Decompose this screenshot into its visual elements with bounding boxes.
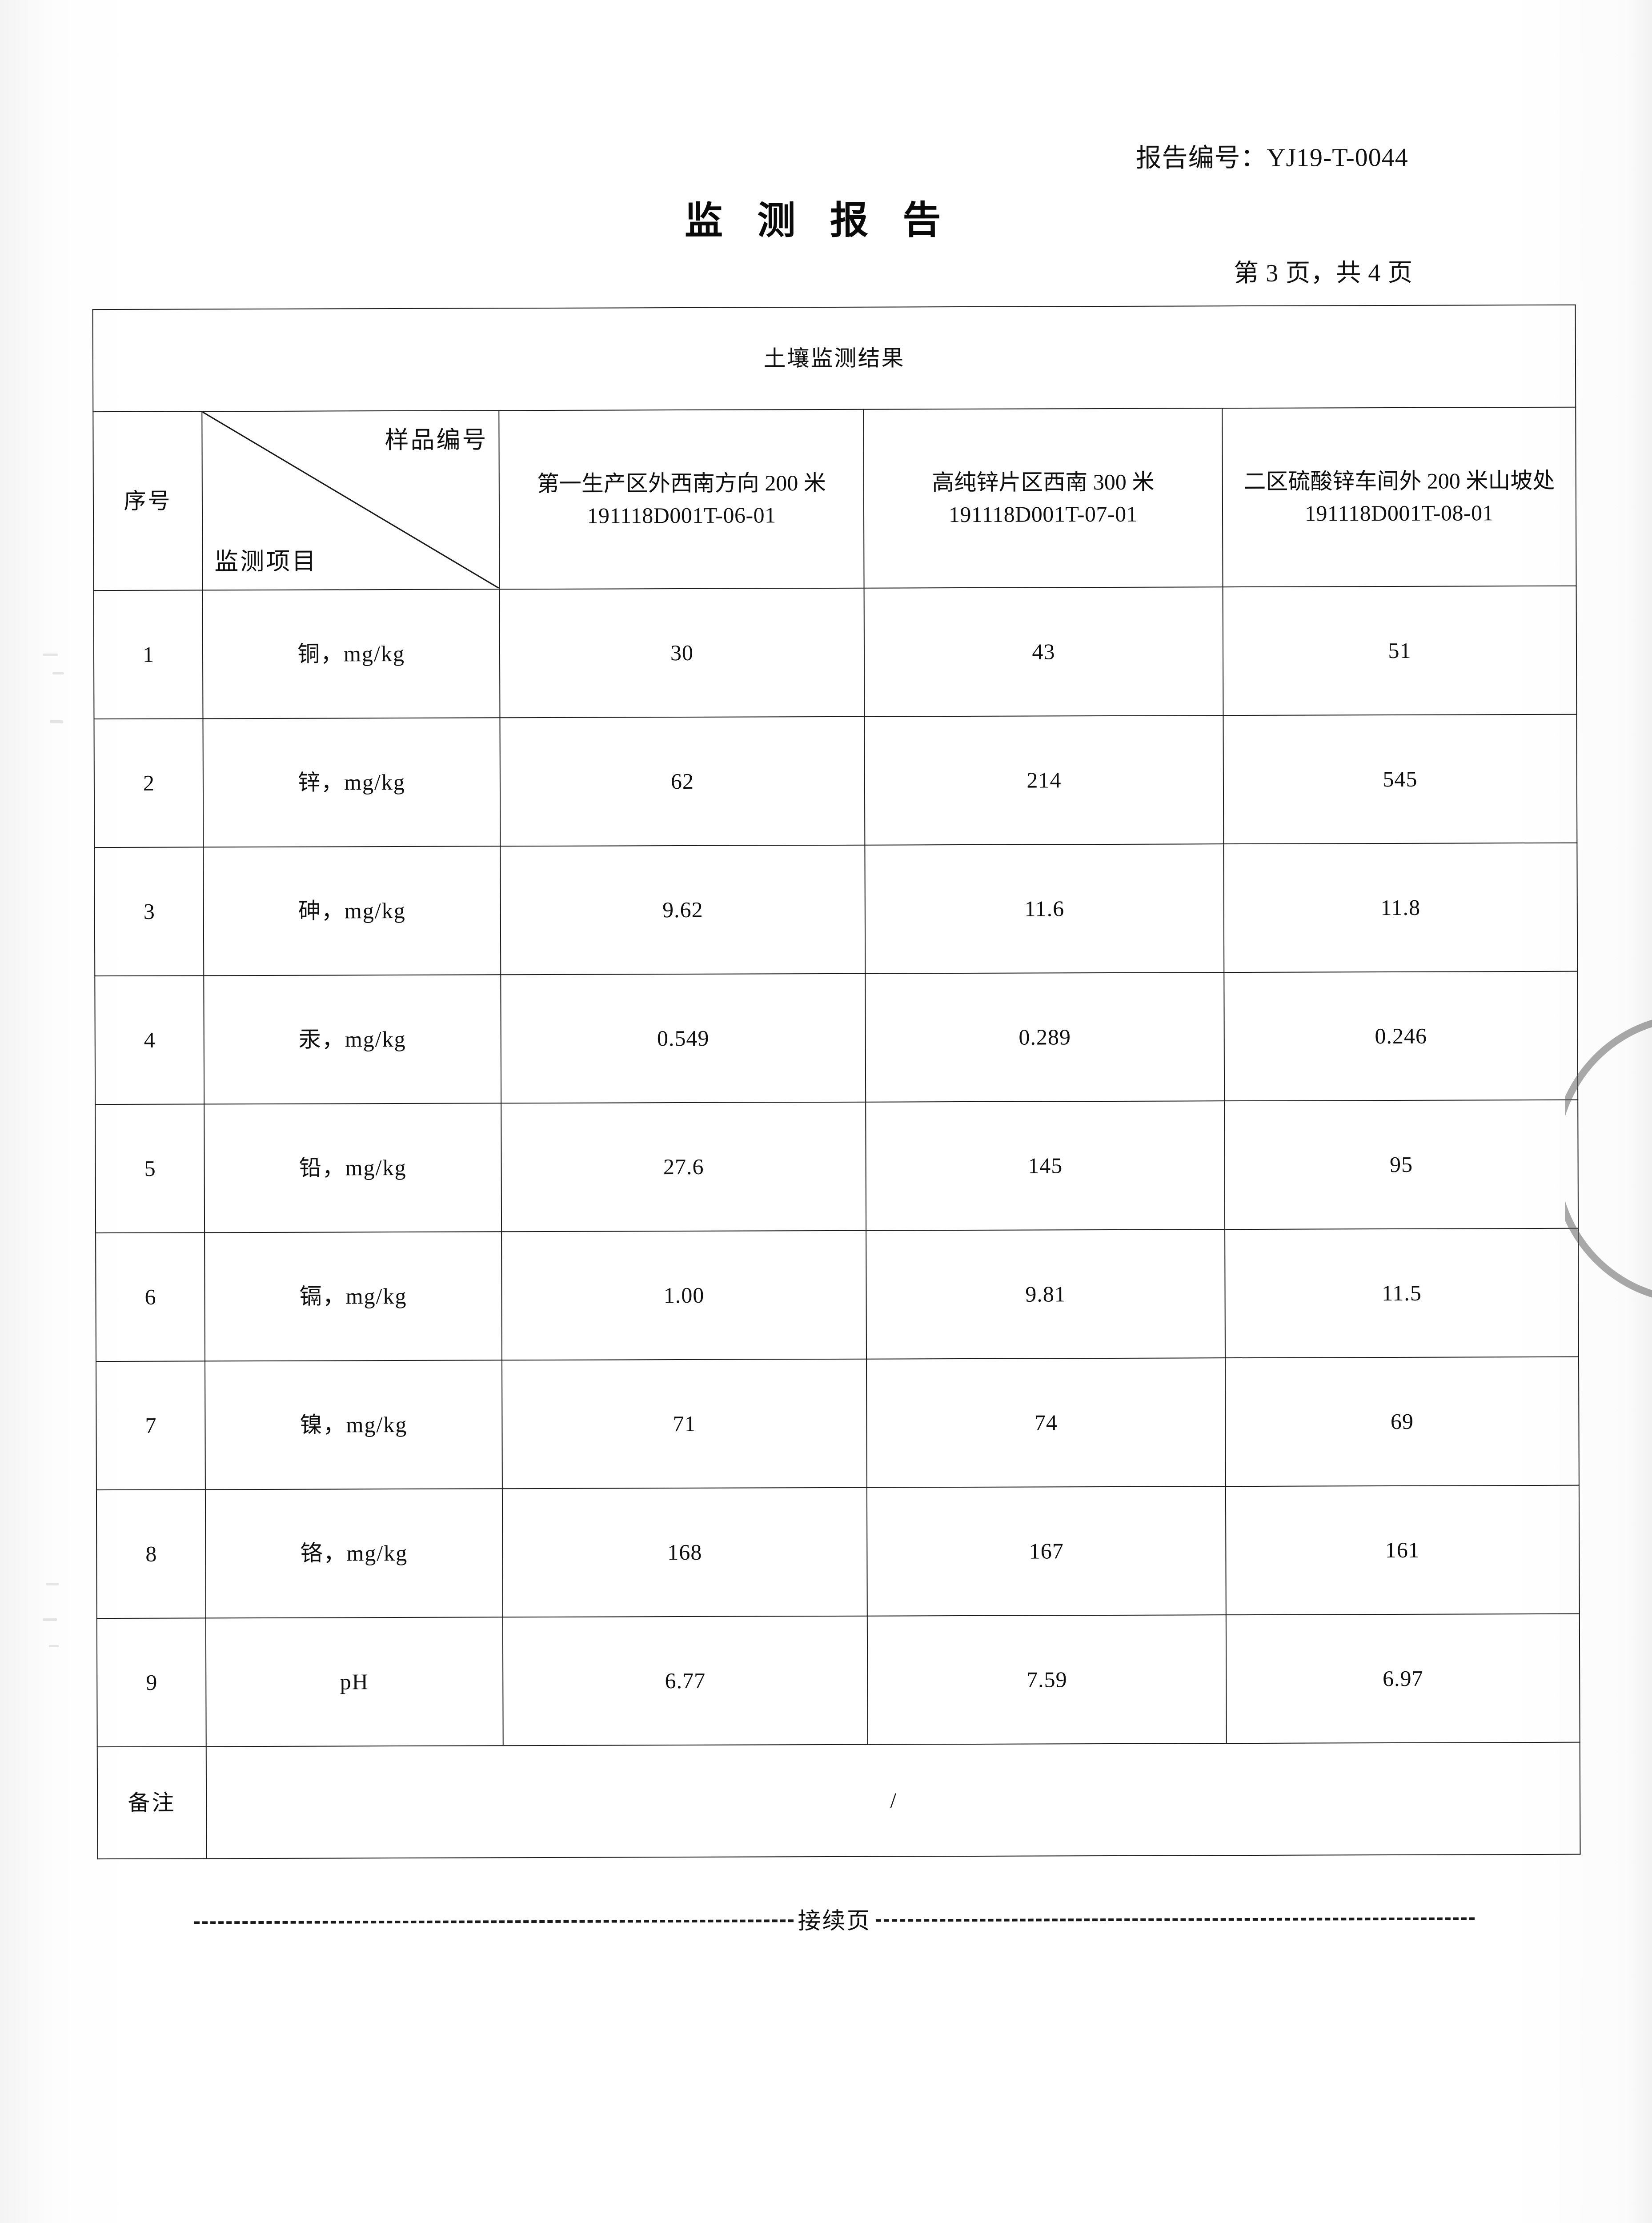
row-value-3: 0.246 (1224, 971, 1578, 1101)
row-value-2: 74 (866, 1358, 1226, 1488)
remarks-label: 备注 (97, 1746, 207, 1859)
row-value-2: 43 (864, 587, 1223, 717)
table-caption: 土壤监测结果 (763, 345, 905, 371)
company-seal-stamp: 有限公司 (1565, 1014, 1652, 1298)
remarks-row: 备注 / (97, 1742, 1580, 1859)
header-sample-column-1: 第一生产区外西南方向 200 米 191118D001T-06-01 (499, 409, 864, 590)
row-value-3: 11.5 (1225, 1228, 1579, 1358)
row-value-1: 6.77 (502, 1616, 868, 1746)
soil-results-table-wrapper: 土壤监测结果 序号 样品编号 监测项目 (92, 305, 1580, 1859)
row-value-1: 71 (502, 1359, 867, 1489)
row-seq: 5 (95, 1104, 205, 1233)
continuation-footer: 接续页 (194, 1900, 1475, 1937)
table-row: 4 汞，mg/kg 0.549 0.289 0.246 (95, 971, 1578, 1105)
report-number: 报告编号：YJ19-T-0044 (1135, 142, 1408, 173)
footer-dash-right (875, 1917, 1475, 1922)
row-item: 砷，mg/kg (203, 846, 501, 976)
row-value-1: 1.00 (501, 1230, 867, 1360)
scan-speckle (50, 720, 63, 723)
table-row: 5 铅，mg/kg 27.6 145 95 (95, 1099, 1579, 1233)
row-value-2: 167 (866, 1486, 1226, 1616)
row-value-2: 0.289 (865, 972, 1225, 1102)
sample-code-3: 191118D001T-08-01 (1304, 500, 1494, 526)
row-value-3: 69 (1225, 1356, 1579, 1487)
row-value-2: 145 (866, 1101, 1225, 1231)
row-value-1: 9.62 (500, 845, 866, 975)
sample-location-1: 第一生产区外西南方向 200 米 (537, 470, 826, 496)
scan-speckle (43, 1618, 57, 1621)
row-seq: 7 (96, 1361, 205, 1490)
page-title: 监 测 报 告 (684, 199, 954, 242)
table-caption-cell: 土壤监测结果 (92, 305, 1576, 412)
row-seq: 1 (93, 590, 203, 719)
table-row: 8 铬，mg/kg 168 167 161 (96, 1485, 1580, 1619)
row-value-1: 168 (502, 1487, 867, 1617)
footer-dash-left (194, 1919, 794, 1924)
row-item: 锌，mg/kg (203, 718, 501, 847)
row-seq: 6 (96, 1232, 205, 1362)
table-caption-row: 土壤监测结果 (92, 305, 1576, 412)
sample-location-3: 二区硫酸锌车间外 200 米山坡处 (1243, 468, 1555, 494)
scan-speckle (46, 1583, 59, 1585)
header-monitoring-item-label: 监测项目 (214, 548, 318, 575)
row-seq: 3 (94, 847, 204, 976)
sample-location-2: 高纯锌片区西南 300 米 (932, 469, 1155, 495)
header-sample-column-2: 高纯锌片区西南 300 米 191118D001T-07-01 (863, 408, 1223, 588)
row-value-2: 214 (864, 715, 1224, 845)
table-row: 1 铜，mg/kg 30 43 51 (93, 586, 1577, 719)
row-value-3: 95 (1224, 1099, 1579, 1230)
row-item: 铬，mg/kg (205, 1489, 503, 1618)
table-row: 2 锌，mg/kg 62 214 545 (94, 714, 1577, 848)
scan-speckle (49, 1645, 59, 1647)
row-item: 镉，mg/kg (204, 1232, 502, 1361)
sample-code-1: 191118D001T-06-01 (587, 502, 776, 528)
header-diagonal-cell: 样品编号 监测项目 (202, 410, 500, 590)
row-item: pH (205, 1617, 503, 1747)
header-sample-number-label: 样品编号 (385, 426, 488, 454)
row-value-3: 6.97 (1226, 1613, 1580, 1744)
scan-speckle (52, 672, 64, 674)
row-value-1: 0.549 (501, 973, 866, 1103)
row-value-1: 62 (500, 716, 865, 847)
row-item: 铜，mg/kg (202, 589, 500, 719)
row-seq: 4 (95, 975, 204, 1105)
remarks-value: / (206, 1742, 1580, 1859)
row-item: 铅，mg/kg (204, 1103, 502, 1233)
row-seq: 8 (96, 1489, 206, 1619)
row-value-1: 30 (499, 588, 865, 718)
row-value-3: 51 (1223, 586, 1577, 716)
row-seq: 2 (94, 718, 204, 848)
table-row: 6 镉，mg/kg 1.00 9.81 11.5 (96, 1228, 1579, 1362)
continuation-label: 接续页 (798, 1908, 871, 1934)
sample-code-2: 191118D001T-07-01 (948, 501, 1138, 527)
row-seq: 9 (96, 1618, 206, 1747)
row-value-2: 7.59 (867, 1615, 1227, 1745)
header-seq: 序号 (93, 411, 203, 591)
row-value-3: 161 (1225, 1485, 1580, 1615)
page-indicator: 第 3 页，共 4 页 (1234, 259, 1413, 288)
scan-speckle (43, 654, 58, 656)
header-sample-column-3: 二区硫酸锌车间外 200 米山坡处 191118D001T-08-01 (1222, 407, 1576, 587)
table-row: 9 pH 6.77 7.59 6.97 (96, 1613, 1580, 1747)
row-value-2: 9.81 (866, 1229, 1225, 1359)
row-value-2: 11.6 (865, 844, 1224, 974)
row-value-1: 27.6 (501, 1102, 866, 1232)
table-row: 3 砷，mg/kg 9.62 11.6 11.8 (94, 843, 1578, 976)
row-value-3: 545 (1223, 714, 1577, 844)
row-value-3: 11.8 (1223, 843, 1578, 973)
soil-results-table: 土壤监测结果 序号 样品编号 监测项目 (92, 305, 1581, 1859)
row-item: 镍，mg/kg (205, 1360, 502, 1490)
table-row: 7 镍，mg/kg 71 74 69 (96, 1356, 1579, 1490)
row-item: 汞，mg/kg (204, 975, 501, 1104)
table-header-row: 序号 样品编号 监测项目 第一生产区外西南方向 200 米 191118D001… (93, 407, 1576, 591)
